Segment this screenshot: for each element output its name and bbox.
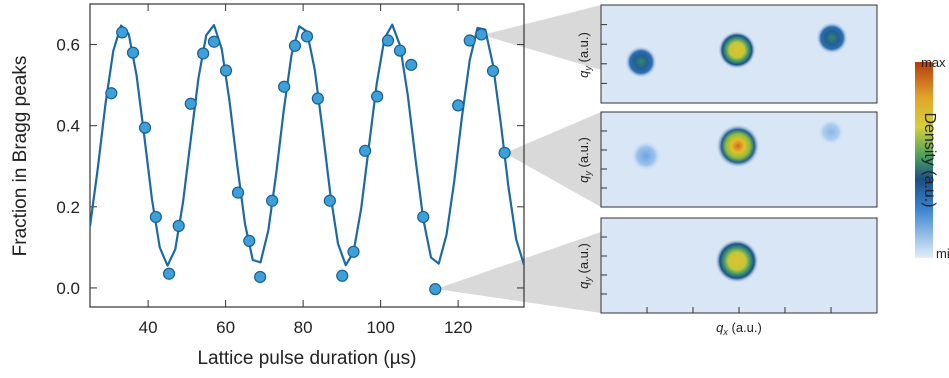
blob [716, 124, 760, 168]
blob [818, 119, 844, 145]
x-tick-label: 40 [139, 318, 158, 337]
data-point [395, 45, 406, 56]
colorbar-min: min [936, 246, 949, 261]
data-point [324, 195, 335, 206]
y-axis-label: Fraction in Bragg peaks [10, 56, 31, 257]
data-point [464, 35, 475, 46]
data-point [233, 187, 244, 198]
data-point [164, 268, 175, 279]
image-panel [601, 112, 877, 207]
unit: (a.u.) [576, 137, 591, 167]
panel-y-label: qy (a.u.) [576, 32, 593, 78]
data-point [453, 100, 464, 111]
data-point [255, 271, 266, 282]
data-point [302, 31, 313, 42]
data-point [476, 29, 487, 40]
data-point [267, 195, 278, 206]
figure: 40 60 80 100 120 0.0 0.2 0.4 0.6 Lattice pulse d… [0, 0, 949, 378]
unit: (a.u.) [576, 243, 591, 273]
data-point [279, 81, 290, 92]
data-point [372, 91, 383, 102]
blob [816, 22, 848, 54]
blob [718, 31, 756, 69]
data-point [106, 88, 117, 99]
data-point [337, 270, 348, 281]
data-point [140, 122, 151, 133]
x-tick-label: 120 [444, 318, 472, 337]
image-panel [601, 5, 877, 103]
x-tick-label: 60 [216, 318, 235, 337]
image-panel [601, 218, 877, 313]
data-point [289, 40, 300, 51]
data-point [382, 35, 393, 46]
data-point [117, 27, 128, 38]
panel-y-label: qy (a.u.) [576, 243, 593, 289]
data-point [244, 235, 255, 246]
data-point [312, 93, 323, 104]
data-point [406, 59, 417, 70]
data-point [360, 145, 371, 156]
colorbar-label: Density (a.u.) [921, 112, 938, 207]
y-tick-label: 0.2 [56, 198, 80, 217]
unit: (a.u.) [732, 320, 762, 335]
blob [715, 239, 759, 283]
x-axis-label: Lattice pulse duration (µs) [197, 348, 416, 369]
data-point [173, 220, 184, 231]
x-tick-label: 100 [366, 318, 394, 337]
y-tick-label: 0.4 [56, 117, 80, 136]
page: 40 60 80 100 120 0.0 0.2 0.4 0.6 Lattice pulse d… [0, 0, 949, 378]
unit: (a.u.) [576, 32, 591, 62]
panel-y-label: qy (a.u.) [576, 137, 593, 183]
x-tick-label: 80 [294, 318, 313, 337]
data-point [418, 211, 429, 222]
data-point [499, 147, 510, 158]
y-tick-label: 0.6 [56, 36, 80, 55]
fit-line [90, 25, 524, 266]
data-point [128, 47, 139, 58]
data-point [209, 36, 220, 47]
data-point [185, 98, 196, 109]
data-point [488, 65, 499, 76]
data-point [430, 284, 441, 295]
blob [631, 141, 661, 171]
blob [625, 46, 657, 78]
data-point [221, 65, 232, 76]
panel-x-label: qx (a.u.) [716, 320, 762, 337]
y-tick-label: 0.0 [56, 279, 80, 298]
colorbar-max: max [921, 55, 946, 70]
data-point [150, 211, 161, 222]
axes-frame [90, 4, 524, 307]
data-point [198, 48, 209, 59]
data-point [348, 246, 359, 257]
